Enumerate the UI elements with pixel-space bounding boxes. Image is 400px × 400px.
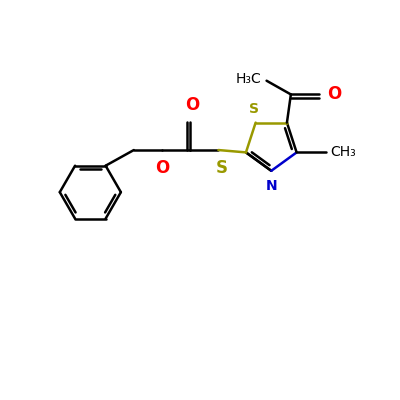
Text: H₃C: H₃C [236,72,262,86]
Text: O: O [155,159,169,177]
Text: S: S [249,102,259,116]
Text: O: O [185,96,199,114]
Text: N: N [266,180,277,194]
Text: S: S [216,159,228,177]
Text: O: O [327,86,341,104]
Text: CH₃: CH₃ [331,145,356,159]
